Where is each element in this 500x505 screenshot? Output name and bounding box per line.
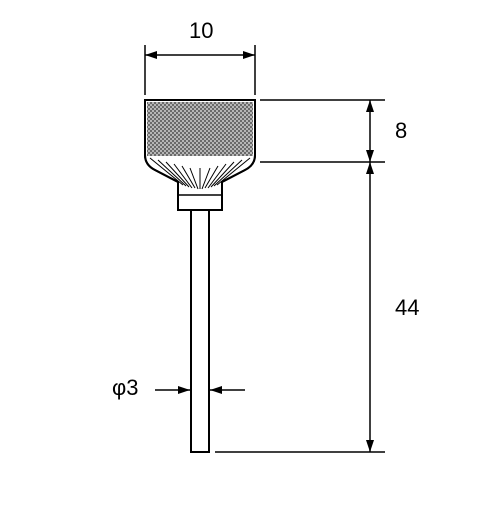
dim-head-height: 8 [395,118,407,144]
top-dimension [145,45,255,95]
brush-head [145,100,255,210]
dim-shaft-diameter: φ3 [112,375,139,401]
shaft [191,210,209,452]
dim-shaft-length: 44 [395,295,419,321]
dim-top-width: 10 [189,18,213,44]
technical-drawing [0,0,500,500]
diagram-container: 10 8 44 φ3 [0,0,500,500]
